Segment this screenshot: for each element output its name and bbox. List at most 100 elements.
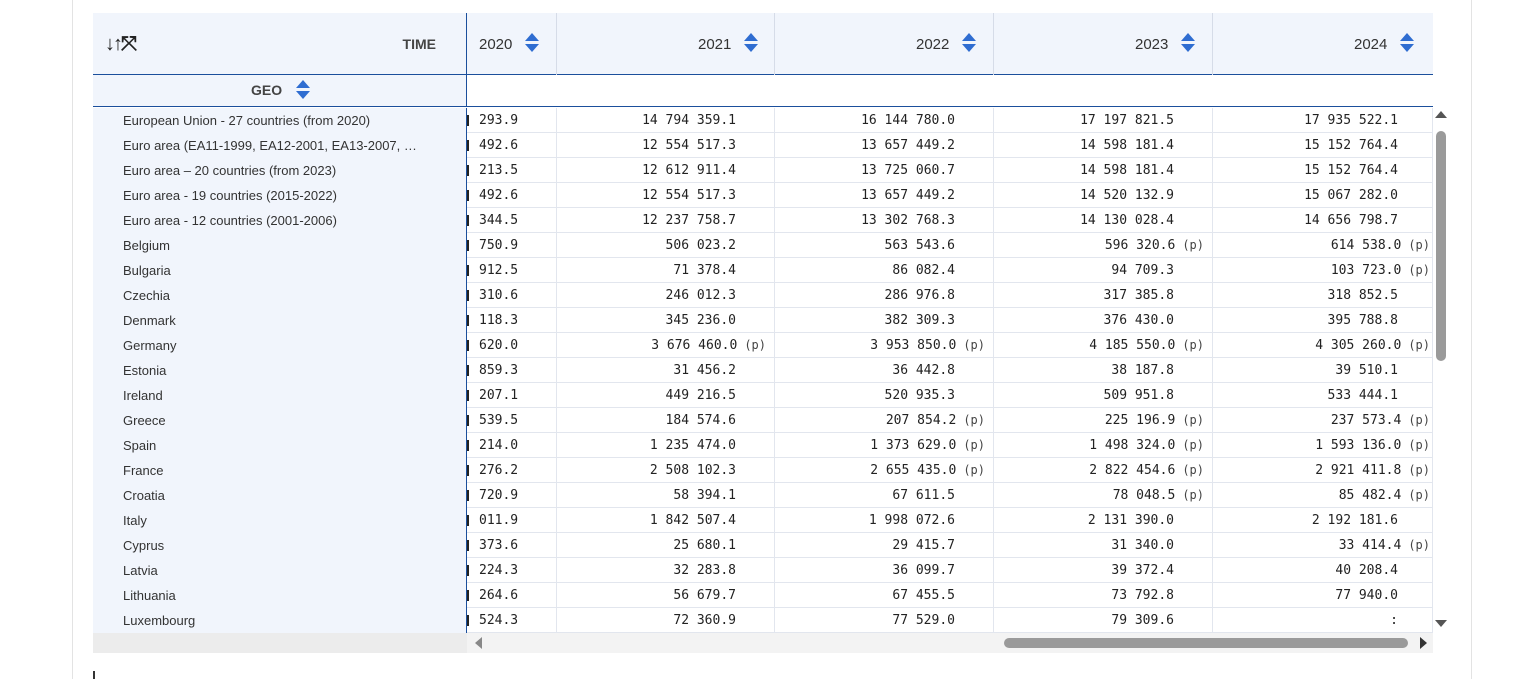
- geo-dimension-label: GEO: [251, 82, 283, 98]
- cell-value: 67 611.5: [892, 488, 955, 503]
- scroll-left-icon[interactable]: [475, 637, 482, 649]
- cell-2020: 859.3: [467, 358, 557, 383]
- row-header[interactable]: Czechia: [93, 283, 467, 308]
- sort-icon[interactable]: [1400, 33, 1414, 53]
- column-header-2022[interactable]: 2022: [775, 13, 994, 75]
- cell-2021: 12 237 758.7: [557, 208, 775, 233]
- table-row: Belgium 750.9 506 023.2 563 543.6 596 320.6 (…: [93, 233, 1433, 258]
- cell-value: 563 543.6: [884, 238, 955, 253]
- cell-2020: 214.0: [467, 433, 557, 458]
- row-header[interactable]: Ireland: [93, 383, 467, 408]
- row-header[interactable]: Luxembourg: [93, 608, 467, 633]
- cell-2020: 207.1: [467, 383, 557, 408]
- cell-value: 1 498 324.0: [1089, 438, 1176, 453]
- row-header[interactable]: Bulgaria: [93, 258, 467, 283]
- cell-2022: 520 935.3: [775, 383, 994, 408]
- row-header[interactable]: Germany: [93, 333, 467, 358]
- cell-value: 79 309.6: [1111, 613, 1174, 628]
- row-header[interactable]: Belgium: [93, 233, 467, 258]
- horizontal-scroll-thumb[interactable]: [1004, 638, 1408, 648]
- row-header[interactable]: Greece: [93, 408, 467, 433]
- cell-2024: 237 573.4 (p): [1213, 408, 1433, 433]
- cell-value: 12 237 758.7: [642, 213, 736, 228]
- truncated-digit: [467, 390, 469, 401]
- sort-icon[interactable]: [1181, 33, 1195, 53]
- cell-value: 77 529.0: [892, 613, 955, 628]
- table-row: Luxembourg 524.3 72 360.9 77 529.0 79 309.6:: [93, 608, 1433, 633]
- cell-2021: 58 394.1: [557, 483, 775, 508]
- truncated-digit: [467, 315, 469, 326]
- table-row: European Union - 27 countries (from 2020…: [93, 108, 1433, 133]
- scroll-down-icon[interactable]: [1435, 620, 1447, 627]
- cell-value: 32 283.8: [673, 563, 736, 578]
- cell-2020: 373.6: [467, 533, 557, 558]
- cell-2020: 293.9: [467, 108, 557, 133]
- cell-2023: 596 320.6 (p): [994, 233, 1213, 258]
- cell-2021: 3 676 460.0 (p): [557, 333, 775, 358]
- table-row: Euro area – 20 countries (from 2023) 213.…: [93, 158, 1433, 183]
- cell-2022: 16 144 780.0: [775, 108, 994, 133]
- row-header[interactable]: Euro area (EA11-1999, EA12-2001, EA13-20…: [93, 133, 467, 158]
- swap-axes-icon[interactable]: ↓↑⤧: [105, 33, 137, 55]
- row-header[interactable]: European Union - 27 countries (from 2020…: [93, 108, 467, 133]
- row-header[interactable]: Euro area - 19 countries (2015-2022): [93, 183, 467, 208]
- truncated-digit: [467, 440, 469, 451]
- row-header[interactable]: Latvia: [93, 558, 467, 583]
- cell-value: 16 144 780.0: [861, 113, 955, 128]
- cell-value: 750.9: [479, 238, 519, 253]
- row-header[interactable]: Lithuania: [93, 583, 467, 608]
- cell-2020: 750.9: [467, 233, 557, 258]
- cell-2024: 533 444.1: [1213, 383, 1433, 408]
- cell-value: 14 598 181.4: [1080, 138, 1174, 153]
- row-header[interactable]: Estonia: [93, 358, 467, 383]
- cell-2022: 67 455.5: [775, 583, 994, 608]
- cell-value: 94 709.3: [1111, 263, 1174, 278]
- sort-icon[interactable]: [744, 33, 758, 53]
- cell-2024: 15 152 764.4: [1213, 133, 1433, 158]
- cell-value: 317 385.8: [1103, 288, 1174, 303]
- cell-value: 011.9: [479, 513, 519, 528]
- cell-2024: 2 192 181.6: [1213, 508, 1433, 533]
- cell-value: 1 842 507.4: [649, 513, 736, 528]
- column-header-2024[interactable]: 2024: [1213, 13, 1433, 75]
- cell-2024: 103 723.0 (p): [1213, 258, 1433, 283]
- cell-2021: 12 554 517.3: [557, 133, 775, 158]
- row-header[interactable]: Cyprus: [93, 533, 467, 558]
- cell-2024: 39 510.1: [1213, 358, 1433, 383]
- cell-value: 224.3: [479, 563, 519, 578]
- row-header[interactable]: Euro area – 20 countries (from 2023): [93, 158, 467, 183]
- sort-icon[interactable]: [962, 33, 976, 53]
- row-header[interactable]: Spain: [93, 433, 467, 458]
- scroll-up-icon[interactable]: [1435, 111, 1447, 118]
- cell-2020: 264.6: [467, 583, 557, 608]
- cell-value: 67 455.5: [892, 588, 955, 603]
- cell-2022: 29 415.7: [775, 533, 994, 558]
- cell-2024: 17 935 522.1: [1213, 108, 1433, 133]
- vertical-scroll-thumb[interactable]: [1436, 131, 1446, 361]
- cell-2023: 31 340.0: [994, 533, 1213, 558]
- truncated-digit: [467, 140, 469, 151]
- truncated-digit: [467, 190, 469, 201]
- cell-2021: 56 679.7: [557, 583, 775, 608]
- row-header[interactable]: Italy: [93, 508, 467, 533]
- cell-2023: 38 187.8: [994, 358, 1213, 383]
- row-header[interactable]: France: [93, 458, 467, 483]
- row-header[interactable]: Croatia: [93, 483, 467, 508]
- sort-icon[interactable]: [525, 33, 539, 53]
- geo-header[interactable]: GEO: [93, 75, 467, 106]
- cell-value: 620.0: [479, 338, 519, 353]
- truncated-digit: [467, 115, 469, 126]
- cell-2020: 011.9: [467, 508, 557, 533]
- column-header-2023[interactable]: 2023: [994, 13, 1213, 75]
- row-header[interactable]: Denmark: [93, 308, 467, 333]
- horizontal-scrollbar[interactable]: [467, 633, 1433, 653]
- scroll-right-icon[interactable]: [1420, 637, 1427, 649]
- truncated-digit: [467, 615, 469, 626]
- cell-2024: 614 538.0 (p): [1213, 233, 1433, 258]
- column-header-2021[interactable]: 2021: [557, 13, 775, 75]
- vertical-scrollbar[interactable]: [1434, 108, 1448, 633]
- table-row: France 276.2 2 508 102.3 2 655 435.0 (p) 2 82…: [93, 458, 1433, 483]
- sort-icon[interactable]: [296, 80, 310, 100]
- row-header[interactable]: Euro area - 12 countries (2001-2006): [93, 208, 467, 233]
- column-header-2020[interactable]: 2020: [467, 13, 557, 75]
